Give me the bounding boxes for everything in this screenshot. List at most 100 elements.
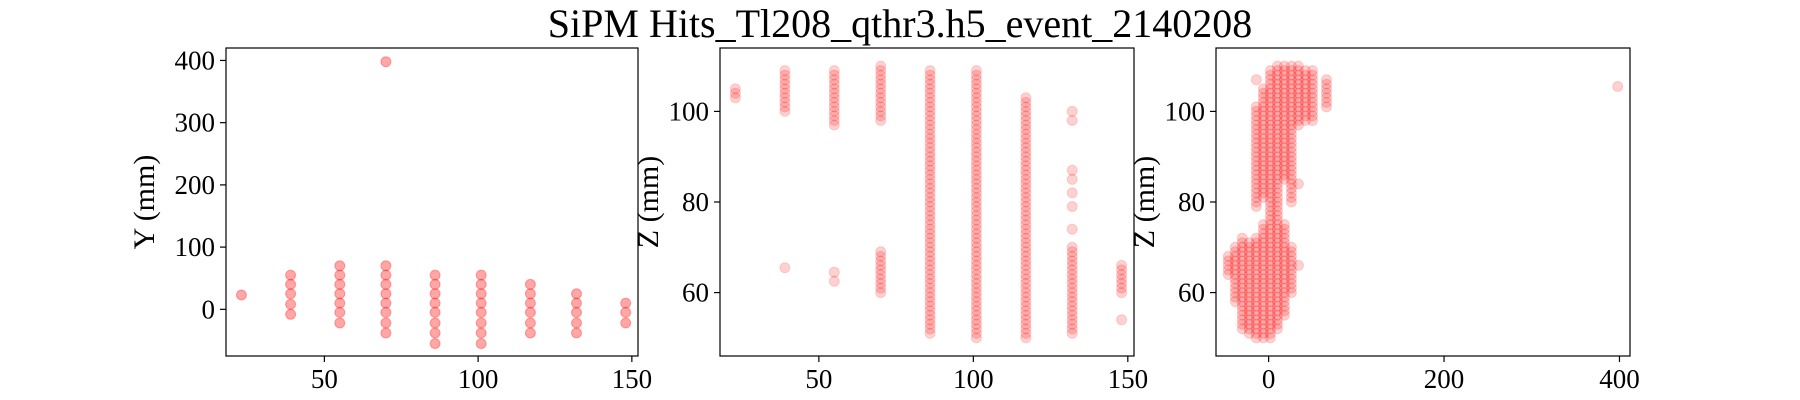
data-point [1264, 69, 1276, 81]
data-point [1285, 259, 1297, 271]
data-point [571, 317, 582, 329]
data-point [334, 278, 346, 290]
data-point [1243, 323, 1255, 335]
data-point [970, 74, 982, 86]
data-point [924, 282, 936, 294]
data-point [1264, 196, 1276, 208]
data-point [875, 259, 887, 271]
data-point [970, 133, 982, 145]
data-point [1285, 187, 1297, 199]
data-point [1300, 92, 1311, 104]
data-point [1307, 96, 1318, 108]
data-point [1020, 192, 1032, 203]
data-point [1285, 155, 1297, 167]
data-point [924, 164, 936, 176]
data-point [1250, 278, 1262, 289]
data-point [1250, 133, 1262, 145]
data-point [1285, 137, 1297, 149]
data-point [1264, 151, 1276, 163]
data-point [1116, 273, 1128, 285]
data-point [1250, 169, 1262, 181]
data-point [1278, 273, 1290, 285]
data-point [1066, 314, 1078, 326]
data-point [729, 83, 741, 95]
data-point [1292, 119, 1304, 131]
y-axis-label: Z (mm) [632, 156, 665, 248]
data-point [1020, 210, 1032, 222]
data-point [970, 146, 982, 158]
data-point [1020, 142, 1032, 154]
data-point [1285, 196, 1297, 208]
data-point [1285, 101, 1297, 113]
data-point [1264, 83, 1276, 95]
data-point [924, 219, 936, 231]
data-point [1020, 250, 1032, 262]
data-point [285, 298, 297, 310]
data-point [1271, 155, 1283, 167]
data-point [1264, 296, 1276, 308]
data-point [875, 78, 887, 90]
data-point [1271, 87, 1283, 99]
data-point [970, 323, 982, 335]
data-point [1236, 255, 1248, 267]
data-point [1292, 110, 1304, 122]
data-point [1236, 246, 1248, 258]
data-point [334, 269, 346, 281]
data-point [1236, 282, 1248, 294]
data-point [1271, 300, 1283, 312]
y-tick-label: 200 [175, 170, 216, 200]
data-point [1229, 269, 1241, 280]
data-point [970, 160, 982, 172]
data-point [924, 201, 936, 212]
data-point [1271, 110, 1283, 122]
data-point [1271, 223, 1283, 235]
data-point [1292, 178, 1304, 190]
data-point [1321, 96, 1332, 108]
data-point [1229, 273, 1241, 285]
data-point [1020, 223, 1032, 235]
data-point [1020, 128, 1032, 140]
data-point [875, 282, 887, 294]
x-tick-label: 200 [1424, 364, 1465, 394]
y-axis-label: Z (mm) [1128, 156, 1161, 248]
data-point [1243, 305, 1255, 317]
data-point [1264, 309, 1276, 321]
data-point [1020, 133, 1032, 145]
data-point [1612, 81, 1624, 92]
data-point [1020, 169, 1032, 181]
data-point [571, 306, 582, 318]
data-point [924, 241, 936, 253]
data-point [924, 232, 936, 244]
data-point [334, 260, 346, 272]
data-point [1285, 151, 1297, 163]
data-point [1278, 278, 1290, 289]
data-point [1250, 119, 1262, 131]
data-point [970, 241, 982, 253]
data-point [1321, 78, 1332, 90]
data-point [1250, 128, 1262, 140]
y-tick-label: 300 [175, 108, 216, 138]
data-point [1257, 246, 1269, 258]
data-point [1285, 178, 1297, 190]
data-point [1271, 264, 1283, 276]
y-tick-label: 60 [682, 278, 709, 308]
data-point [1278, 137, 1290, 149]
data-point [1264, 241, 1276, 253]
data-point [1250, 201, 1262, 212]
data-point [1271, 60, 1283, 72]
data-point [924, 314, 936, 326]
data-point [1271, 291, 1283, 303]
data-point [285, 269, 297, 281]
data-point [1020, 278, 1032, 289]
data-point [1257, 259, 1269, 271]
data-point [1243, 241, 1255, 253]
data-point [1278, 255, 1290, 267]
data-point [1264, 278, 1276, 289]
data-point [1236, 273, 1248, 285]
data-point [970, 96, 982, 108]
data-point [828, 266, 840, 278]
data-point [1278, 124, 1290, 135]
data-point [1285, 287, 1297, 299]
data-point [924, 78, 936, 90]
data-point [1066, 259, 1078, 271]
